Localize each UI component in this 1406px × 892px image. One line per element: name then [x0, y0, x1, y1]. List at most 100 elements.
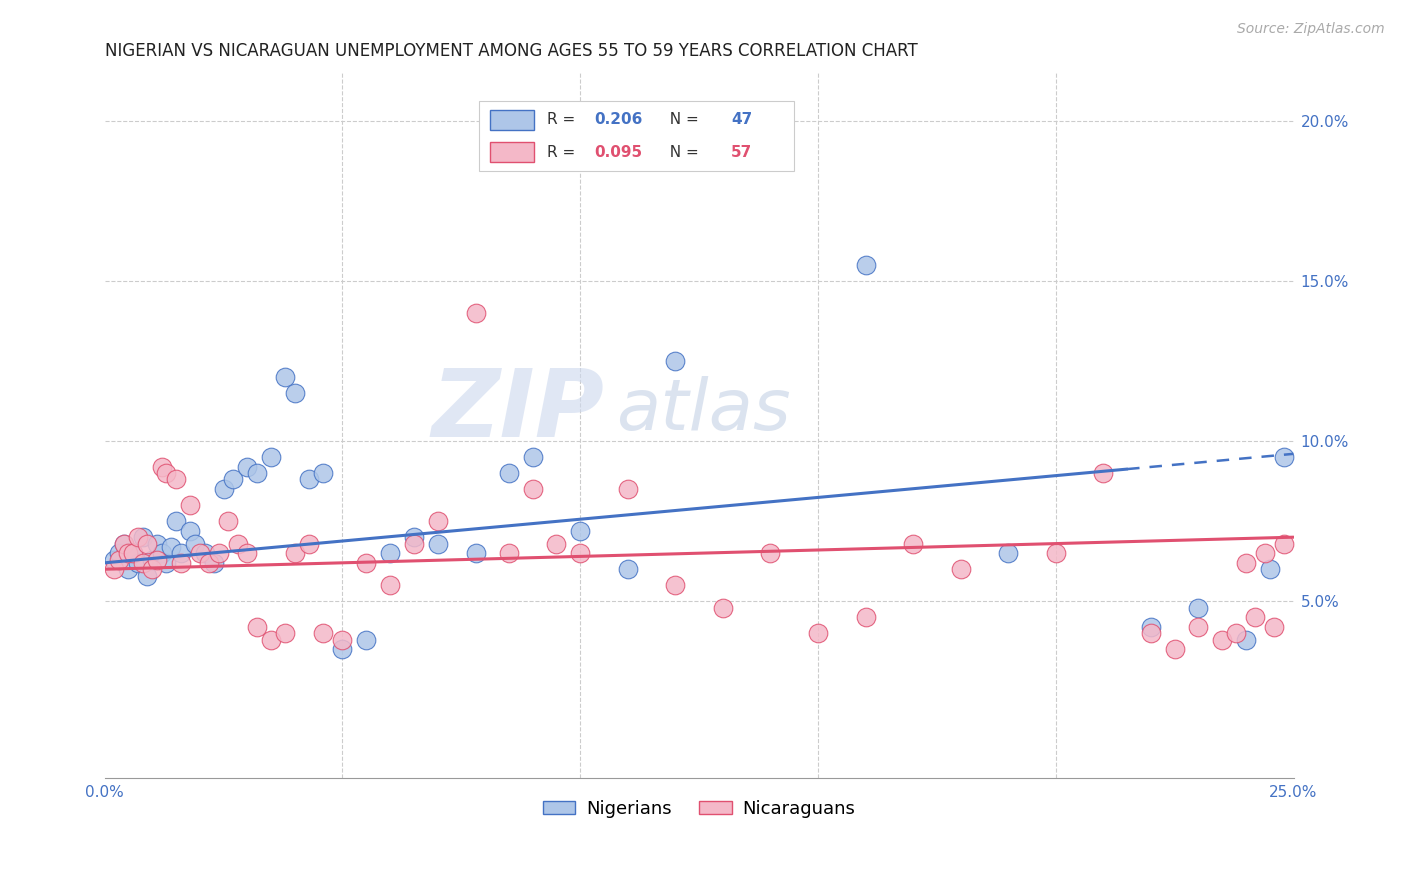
Text: Source: ZipAtlas.com: Source: ZipAtlas.com [1237, 22, 1385, 37]
Point [1045, 546, 1067, 560]
Legend: Nigerians, Nicaraguans: Nigerians, Nicaraguans [536, 792, 862, 825]
Point [949, 562, 972, 576]
Point [103, 562, 125, 576]
Point [108, 552, 131, 566]
Point [179, 524, 201, 538]
FancyBboxPatch shape [491, 110, 534, 129]
Point [1140, 626, 1163, 640]
Point [212, 482, 235, 496]
Point [498, 546, 520, 560]
Point [202, 556, 225, 570]
Point [284, 386, 307, 401]
Point [122, 546, 145, 560]
Point [127, 556, 149, 570]
Text: N =: N = [659, 112, 703, 128]
Point [184, 536, 207, 550]
Point [378, 546, 401, 560]
Point [901, 536, 924, 550]
Point [711, 600, 734, 615]
Point [522, 450, 544, 464]
FancyBboxPatch shape [491, 142, 534, 162]
Point [117, 546, 139, 560]
Point [136, 536, 159, 550]
Point [759, 145, 782, 160]
Point [170, 556, 193, 570]
Point [141, 562, 163, 576]
Point [284, 546, 307, 560]
Text: 47: 47 [731, 112, 752, 128]
Point [1140, 620, 1163, 634]
Point [855, 258, 877, 272]
Point [569, 524, 592, 538]
Text: 0.095: 0.095 [595, 145, 643, 160]
Point [160, 540, 183, 554]
Point [226, 536, 249, 550]
Point [155, 466, 177, 480]
Point [1211, 632, 1233, 647]
Point [108, 546, 131, 560]
Point [997, 546, 1019, 560]
Point [298, 473, 321, 487]
Point [103, 552, 125, 566]
Text: 57: 57 [731, 145, 752, 160]
Point [464, 306, 486, 320]
Point [1234, 632, 1257, 647]
Point [569, 546, 592, 560]
Point [1272, 536, 1295, 550]
Point [146, 536, 169, 550]
Point [188, 546, 211, 560]
Text: N =: N = [659, 145, 703, 160]
Point [426, 536, 449, 550]
Point [274, 370, 297, 384]
Point [222, 473, 245, 487]
Point [1244, 610, 1267, 624]
Point [1258, 562, 1281, 576]
Point [1272, 450, 1295, 464]
Point [122, 546, 145, 560]
Point [332, 642, 354, 657]
Point [298, 536, 321, 550]
Text: R =: R = [547, 112, 581, 128]
FancyBboxPatch shape [479, 101, 794, 171]
Point [664, 578, 686, 592]
Point [146, 552, 169, 566]
Point [616, 482, 638, 496]
Point [1234, 556, 1257, 570]
Point [664, 354, 686, 368]
Point [132, 556, 155, 570]
Point [155, 556, 177, 570]
Point [522, 482, 544, 496]
Point [402, 536, 425, 550]
Point [198, 556, 221, 570]
Point [246, 620, 269, 634]
Point [136, 568, 159, 582]
Point [354, 632, 377, 647]
Point [274, 626, 297, 640]
Text: R =: R = [547, 145, 581, 160]
Point [1254, 546, 1277, 560]
Point [112, 536, 135, 550]
Point [1225, 626, 1247, 640]
Text: NIGERIAN VS NICARAGUAN UNEMPLOYMENT AMONG AGES 55 TO 59 YEARS CORRELATION CHART: NIGERIAN VS NICARAGUAN UNEMPLOYMENT AMON… [104, 42, 918, 60]
Point [1263, 620, 1285, 634]
Point [193, 546, 215, 560]
Point [112, 536, 135, 550]
Point [127, 530, 149, 544]
Point [236, 459, 259, 474]
Point [260, 632, 283, 647]
Point [464, 546, 486, 560]
Point [236, 546, 259, 560]
Point [807, 626, 830, 640]
Point [546, 536, 568, 550]
Point [426, 514, 449, 528]
Point [1163, 642, 1185, 657]
Text: 0.206: 0.206 [595, 112, 643, 128]
Point [312, 466, 335, 480]
Point [402, 530, 425, 544]
Point [1092, 466, 1115, 480]
Point [332, 632, 354, 647]
Point [759, 546, 782, 560]
Point [141, 552, 163, 566]
Point [246, 466, 269, 480]
Point [179, 498, 201, 512]
